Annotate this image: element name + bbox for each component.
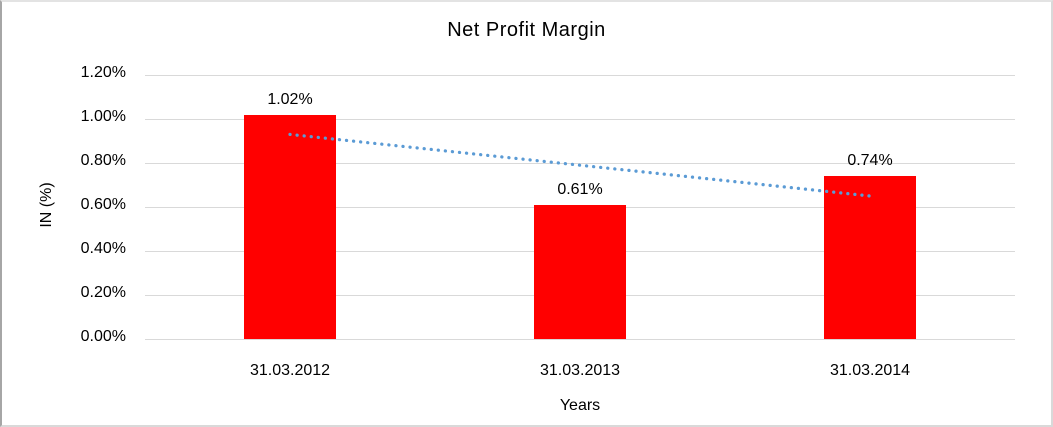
y-tick-label: 0.20% bbox=[80, 284, 126, 301]
gridline bbox=[145, 339, 1015, 340]
y-tick-label: 1.20% bbox=[80, 64, 126, 81]
y-axis-tick-labels: 1.20% 1.00% 0.80% 0.60% 0.40% 0.20% 0.00% bbox=[2, 64, 145, 345]
bar-31.03.2013 bbox=[534, 205, 626, 339]
x-axis-title: Years bbox=[559, 397, 601, 414]
gridline bbox=[145, 119, 1015, 120]
y-tick-label: 0.00% bbox=[80, 328, 126, 345]
bar-value-label: 1.02% bbox=[267, 91, 313, 108]
x-axis-tick-labels: 31.03.2012 31.03.2013 31.03.2014 bbox=[145, 362, 1015, 382]
bar-value-label: 0.74% bbox=[847, 152, 893, 169]
bar-31.03.2014 bbox=[824, 176, 916, 339]
chart-title: Net Profit Margin bbox=[447, 19, 606, 41]
plot-area: 1.02% 0.61% 0.74% bbox=[145, 75, 1015, 340]
gridline bbox=[145, 75, 1015, 76]
y-tick-label: 0.80% bbox=[80, 152, 126, 169]
y-tick-label: 1.00% bbox=[80, 108, 126, 125]
x-tick-label: 31.03.2013 bbox=[539, 362, 621, 379]
bar-31.03.2012 bbox=[244, 115, 336, 339]
x-tick-label: 31.03.2012 bbox=[249, 362, 331, 379]
y-tick-label: 0.40% bbox=[80, 240, 126, 257]
y-tick-label: 0.60% bbox=[80, 196, 126, 213]
x-tick-label: 31.03.2014 bbox=[829, 362, 911, 379]
bar-value-label: 0.61% bbox=[557, 181, 603, 198]
